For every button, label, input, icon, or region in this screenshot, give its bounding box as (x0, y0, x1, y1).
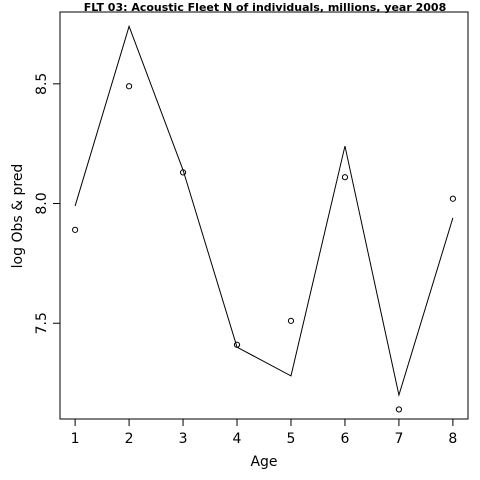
y-axis: 7.5 8.0 8.5 (34, 73, 60, 334)
x-tick-label: 3 (179, 431, 188, 447)
predicted-line (74, 24, 454, 398)
observed-point (179, 169, 187, 176)
plot-marks (72, 24, 456, 413)
observed-point (72, 226, 79, 233)
observed-point (233, 341, 241, 348)
observed-point (395, 406, 403, 413)
x-tick-label: 6 (340, 431, 349, 447)
x-tick-label: 1 (71, 431, 80, 447)
x-tick-label: 7 (394, 431, 403, 447)
y-axis-label: log Obs & pred (10, 164, 26, 269)
observed-point (125, 83, 133, 90)
chart-title: FLT 03: Acoustic Fleet N of individuals,… (84, 1, 446, 14)
x-tick-label: 5 (287, 431, 296, 447)
x-tick-label: 2 (125, 431, 134, 447)
x-axis-label: Age (250, 454, 277, 470)
y-tick-label: 8.0 (34, 192, 50, 214)
observed-point (449, 195, 456, 202)
x-tick-label: 4 (233, 431, 242, 447)
y-tick-label: 7.5 (34, 312, 50, 334)
observed-point (341, 174, 349, 181)
y-tick-label: 8.5 (34, 73, 50, 95)
observed-point (287, 317, 295, 324)
x-axis: 1 2 3 4 5 6 7 8 (71, 419, 457, 447)
x-tick-label: 8 (448, 431, 457, 447)
plot-frame (59, 11, 469, 420)
